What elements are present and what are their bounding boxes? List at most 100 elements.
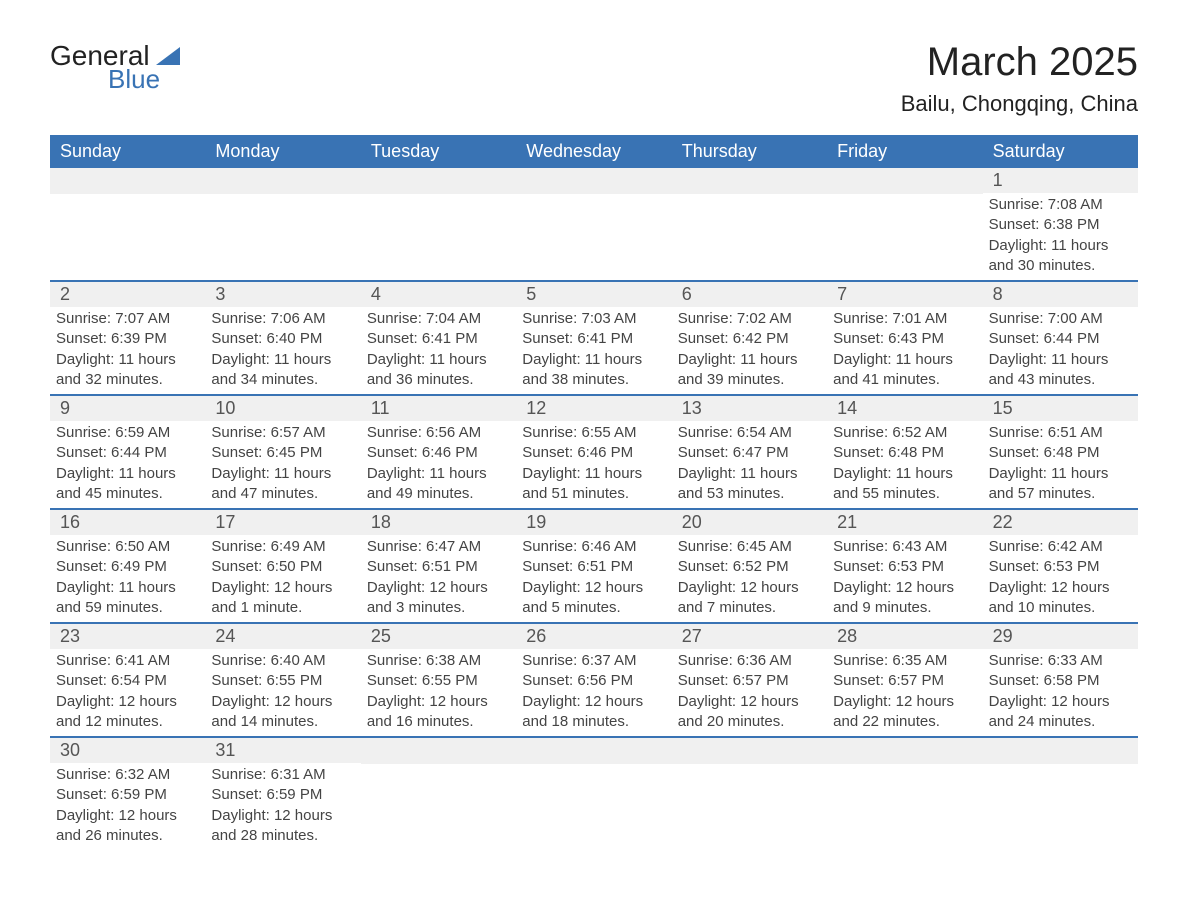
day-cell: 10Sunrise: 6:57 AMSunset: 6:45 PMDayligh… <box>205 396 360 508</box>
daylight-line: Daylight: 11 hours and 47 minutes. <box>211 464 354 505</box>
sunrise-line: Sunrise: 6:46 AM <box>522 537 665 557</box>
day-cell: 22Sunrise: 6:42 AMSunset: 6:53 PMDayligh… <box>983 510 1138 622</box>
day-number: 14 <box>827 396 982 421</box>
day-cell: 28Sunrise: 6:35 AMSunset: 6:57 PMDayligh… <box>827 624 982 736</box>
sunset-line: Sunset: 6:47 PM <box>678 443 821 463</box>
day-number: 30 <box>50 738 205 763</box>
day-number: 6 <box>672 282 827 307</box>
week-row: 1Sunrise: 7:08 AMSunset: 6:38 PMDaylight… <box>50 168 1138 282</box>
empty-daynum-bar <box>827 738 982 764</box>
sunset-line: Sunset: 6:48 PM <box>989 443 1132 463</box>
day-number: 15 <box>983 396 1138 421</box>
sunset-line: Sunset: 6:49 PM <box>56 557 199 577</box>
empty-daynum-bar <box>672 168 827 194</box>
daylight-line: Daylight: 12 hours and 12 minutes. <box>56 692 199 733</box>
day-cell: 17Sunrise: 6:49 AMSunset: 6:50 PMDayligh… <box>205 510 360 622</box>
day-number: 11 <box>361 396 516 421</box>
daylight-line: Daylight: 11 hours and 49 minutes. <box>367 464 510 505</box>
day-header: Sunday <box>50 135 205 168</box>
day-details: Sunrise: 6:31 AMSunset: 6:59 PMDaylight:… <box>205 763 360 850</box>
sunset-line: Sunset: 6:44 PM <box>989 329 1132 349</box>
day-header: Wednesday <box>516 135 671 168</box>
sunrise-line: Sunrise: 6:40 AM <box>211 651 354 671</box>
day-number: 28 <box>827 624 982 649</box>
sunrise-line: Sunrise: 6:35 AM <box>833 651 976 671</box>
sunrise-line: Sunrise: 7:03 AM <box>522 309 665 329</box>
day-details: Sunrise: 7:08 AMSunset: 6:38 PMDaylight:… <box>983 193 1138 280</box>
day-number: 17 <box>205 510 360 535</box>
day-details: Sunrise: 7:04 AMSunset: 6:41 PMDaylight:… <box>361 307 516 394</box>
daylight-line: Daylight: 12 hours and 24 minutes. <box>989 692 1132 733</box>
sunset-line: Sunset: 6:51 PM <box>522 557 665 577</box>
sunset-line: Sunset: 6:57 PM <box>678 671 821 691</box>
sunrise-line: Sunrise: 6:47 AM <box>367 537 510 557</box>
sunset-line: Sunset: 6:52 PM <box>678 557 821 577</box>
sunrise-line: Sunrise: 7:04 AM <box>367 309 510 329</box>
day-number: 13 <box>672 396 827 421</box>
daylight-line: Daylight: 11 hours and 39 minutes. <box>678 350 821 391</box>
day-cell: 5Sunrise: 7:03 AMSunset: 6:41 PMDaylight… <box>516 282 671 394</box>
day-details: Sunrise: 7:06 AMSunset: 6:40 PMDaylight:… <box>205 307 360 394</box>
day-details: Sunrise: 6:50 AMSunset: 6:49 PMDaylight:… <box>50 535 205 622</box>
day-cell <box>827 738 982 850</box>
daylight-line: Daylight: 11 hours and 57 minutes. <box>989 464 1132 505</box>
sunrise-line: Sunrise: 6:42 AM <box>989 537 1132 557</box>
day-cell: 2Sunrise: 7:07 AMSunset: 6:39 PMDaylight… <box>50 282 205 394</box>
day-cell: 4Sunrise: 7:04 AMSunset: 6:41 PMDaylight… <box>361 282 516 394</box>
sunset-line: Sunset: 6:43 PM <box>833 329 976 349</box>
empty-daynum-bar <box>672 738 827 764</box>
sunrise-line: Sunrise: 7:07 AM <box>56 309 199 329</box>
day-details: Sunrise: 6:49 AMSunset: 6:50 PMDaylight:… <box>205 535 360 622</box>
day-number: 12 <box>516 396 671 421</box>
sunset-line: Sunset: 6:55 PM <box>367 671 510 691</box>
empty-daynum-bar <box>516 168 671 194</box>
sunset-line: Sunset: 6:53 PM <box>833 557 976 577</box>
day-details: Sunrise: 6:42 AMSunset: 6:53 PMDaylight:… <box>983 535 1138 622</box>
daylight-line: Daylight: 12 hours and 22 minutes. <box>833 692 976 733</box>
sunset-line: Sunset: 6:45 PM <box>211 443 354 463</box>
sunrise-line: Sunrise: 7:08 AM <box>989 195 1132 215</box>
sunset-line: Sunset: 6:54 PM <box>56 671 199 691</box>
day-number: 5 <box>516 282 671 307</box>
day-cell <box>827 168 982 280</box>
daylight-line: Daylight: 11 hours and 59 minutes. <box>56 578 199 619</box>
day-details: Sunrise: 7:07 AMSunset: 6:39 PMDaylight:… <box>50 307 205 394</box>
sunrise-line: Sunrise: 6:45 AM <box>678 537 821 557</box>
sunrise-line: Sunrise: 6:52 AM <box>833 423 976 443</box>
sunset-line: Sunset: 6:59 PM <box>56 785 199 805</box>
sunrise-line: Sunrise: 6:50 AM <box>56 537 199 557</box>
day-header: Saturday <box>983 135 1138 168</box>
header: General Blue March 2025 Bailu, Chongqing… <box>50 40 1138 117</box>
sunset-line: Sunset: 6:56 PM <box>522 671 665 691</box>
sunrise-line: Sunrise: 7:00 AM <box>989 309 1132 329</box>
day-cell <box>361 168 516 280</box>
day-header: Friday <box>827 135 982 168</box>
daylight-line: Daylight: 11 hours and 38 minutes. <box>522 350 665 391</box>
day-cell <box>361 738 516 850</box>
day-cell: 23Sunrise: 6:41 AMSunset: 6:54 PMDayligh… <box>50 624 205 736</box>
day-header: Tuesday <box>361 135 516 168</box>
sunset-line: Sunset: 6:51 PM <box>367 557 510 577</box>
day-number: 25 <box>361 624 516 649</box>
page-title: March 2025 <box>901 40 1138 85</box>
day-cell: 12Sunrise: 6:55 AMSunset: 6:46 PMDayligh… <box>516 396 671 508</box>
day-cell: 7Sunrise: 7:01 AMSunset: 6:43 PMDaylight… <box>827 282 982 394</box>
brand-logo: General Blue <box>50 40 180 95</box>
daylight-line: Daylight: 11 hours and 43 minutes. <box>989 350 1132 391</box>
sunset-line: Sunset: 6:42 PM <box>678 329 821 349</box>
day-cell: 26Sunrise: 6:37 AMSunset: 6:56 PMDayligh… <box>516 624 671 736</box>
daylight-line: Daylight: 12 hours and 18 minutes. <box>522 692 665 733</box>
daylight-line: Daylight: 12 hours and 3 minutes. <box>367 578 510 619</box>
empty-daynum-bar <box>205 168 360 194</box>
sunset-line: Sunset: 6:53 PM <box>989 557 1132 577</box>
daylight-line: Daylight: 11 hours and 55 minutes. <box>833 464 976 505</box>
sunrise-line: Sunrise: 6:41 AM <box>56 651 199 671</box>
day-cell: 24Sunrise: 6:40 AMSunset: 6:55 PMDayligh… <box>205 624 360 736</box>
week-row: 16Sunrise: 6:50 AMSunset: 6:49 PMDayligh… <box>50 510 1138 624</box>
day-details: Sunrise: 6:38 AMSunset: 6:55 PMDaylight:… <box>361 649 516 736</box>
daylight-line: Daylight: 12 hours and 20 minutes. <box>678 692 821 733</box>
daylight-line: Daylight: 11 hours and 41 minutes. <box>833 350 976 391</box>
day-details: Sunrise: 6:32 AMSunset: 6:59 PMDaylight:… <box>50 763 205 850</box>
day-details: Sunrise: 6:36 AMSunset: 6:57 PMDaylight:… <box>672 649 827 736</box>
sunrise-line: Sunrise: 6:32 AM <box>56 765 199 785</box>
